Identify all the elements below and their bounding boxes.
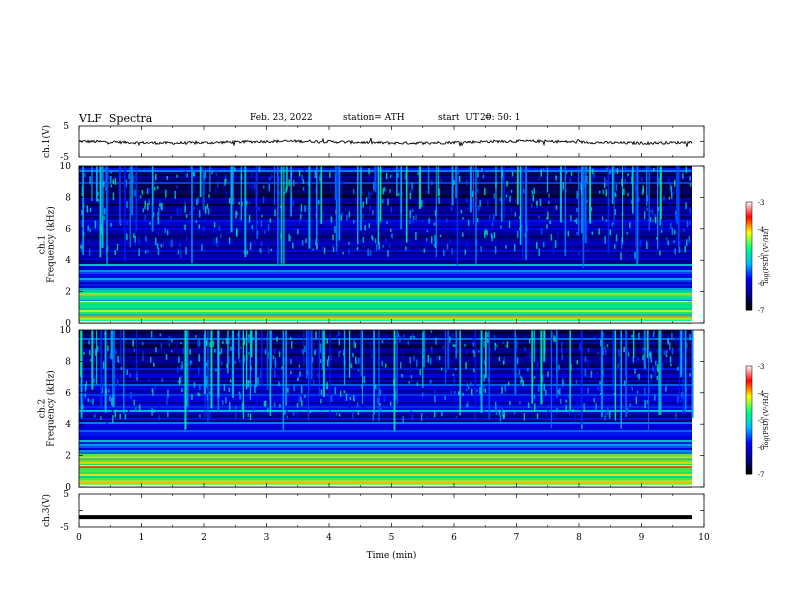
colorbar-tick-label: -7 [758, 307, 765, 315]
colorbar-tick-label: -5 [758, 417, 765, 425]
x-tick-label: 10 [698, 533, 710, 543]
y-tick-label: 6 [65, 225, 71, 235]
y-axis-label-line: ch.1(V) [41, 125, 52, 158]
x-axis-label: Time (min) [367, 550, 417, 561]
colorbar-tick-label: -3 [758, 199, 765, 207]
y-tick-label: 4 [65, 420, 71, 430]
ch1-trace [78, 137, 693, 147]
y-tick-label: 5 [63, 122, 69, 132]
start-time-label: start UT = [438, 113, 493, 123]
colorbar-1: log(PSD) (V²/Hz) [745, 201, 770, 311]
y-tick-label: 2 [65, 452, 71, 462]
start-time-value: 20: 50: 1 [480, 113, 521, 123]
colorbar-label: log(PSD) (V²/Hz) [762, 228, 770, 283]
x-tick-label: 1 [139, 533, 145, 543]
spectrogram-1 [79, 166, 693, 324]
y-axis-label-line: Frequency (kHz) [46, 370, 57, 447]
colorbar-tick-label: -4 [758, 226, 765, 234]
date-label: Feb. 23, 2022 [250, 113, 313, 123]
y-axis-label: ch.1(V) [41, 125, 52, 158]
x-tick-label: 8 [576, 533, 582, 543]
x-axis-ticks [78, 494, 705, 527]
y-axis-label-line: ch.2 [38, 399, 48, 418]
y-tick-label: 0 [65, 483, 71, 493]
x-tick-label: 0 [76, 533, 82, 543]
panel-frame [78, 493, 705, 528]
colorbar-tick-label: -6 [758, 280, 765, 288]
y-tick-label: 2 [65, 288, 71, 298]
x-tick-label: 9 [639, 533, 645, 543]
colorbar-tick-label: -4 [758, 390, 765, 398]
x-tick-label: 7 [514, 533, 520, 543]
y-tick-label: 5 [63, 490, 69, 500]
x-tick-label: 6 [451, 533, 457, 543]
spectrogram-2 [79, 330, 694, 488]
x-tick-label: 2 [201, 533, 207, 543]
station-label: station= ATH [343, 113, 405, 123]
y-tick-label: 0 [65, 319, 71, 329]
y-axis-label: ch.1 Frequency (kHz) [38, 206, 57, 283]
x-tick-label: 3 [264, 533, 270, 543]
y-tick-label: 10 [60, 326, 72, 336]
x-tick-label: 4 [326, 533, 332, 543]
colorbar-tick-label: -7 [758, 471, 765, 479]
y-tick-label: 4 [65, 256, 71, 266]
chart-title: VLF Spectra [79, 112, 153, 125]
x-tick-label: 5 [389, 533, 395, 543]
y-tick-label: 8 [65, 357, 71, 367]
y-tick-label: 10 [60, 162, 72, 172]
x-axis-ticks [78, 330, 705, 487]
y-tick-label: -5 [60, 523, 69, 533]
x-axis-ticks [78, 126, 705, 157]
colorbar-tick-label: -6 [758, 444, 765, 452]
y-axis-label: ch.2 Frequency (kHz) [38, 370, 57, 447]
y-tick-label: 6 [65, 389, 71, 399]
y-axis-label-line: ch.1 [38, 235, 48, 254]
y-axis-label-line: ch.3(V) [41, 494, 52, 527]
colorbar-tick-label: -5 [758, 253, 765, 261]
colorbar-label: log(PSD) (V²/Hz) [762, 392, 770, 447]
y-tick-label: -5 [60, 153, 69, 163]
colorbar-tick-label: -3 [758, 363, 765, 371]
y-axis-label-line: Frequency (kHz) [46, 206, 57, 283]
y-tick-label: 8 [65, 193, 71, 203]
colorbar-2: log(PSD) (V²/Hz) [745, 365, 770, 475]
y-axis-label: ch.3(V) [41, 494, 52, 527]
x-axis-ticks [78, 166, 705, 323]
